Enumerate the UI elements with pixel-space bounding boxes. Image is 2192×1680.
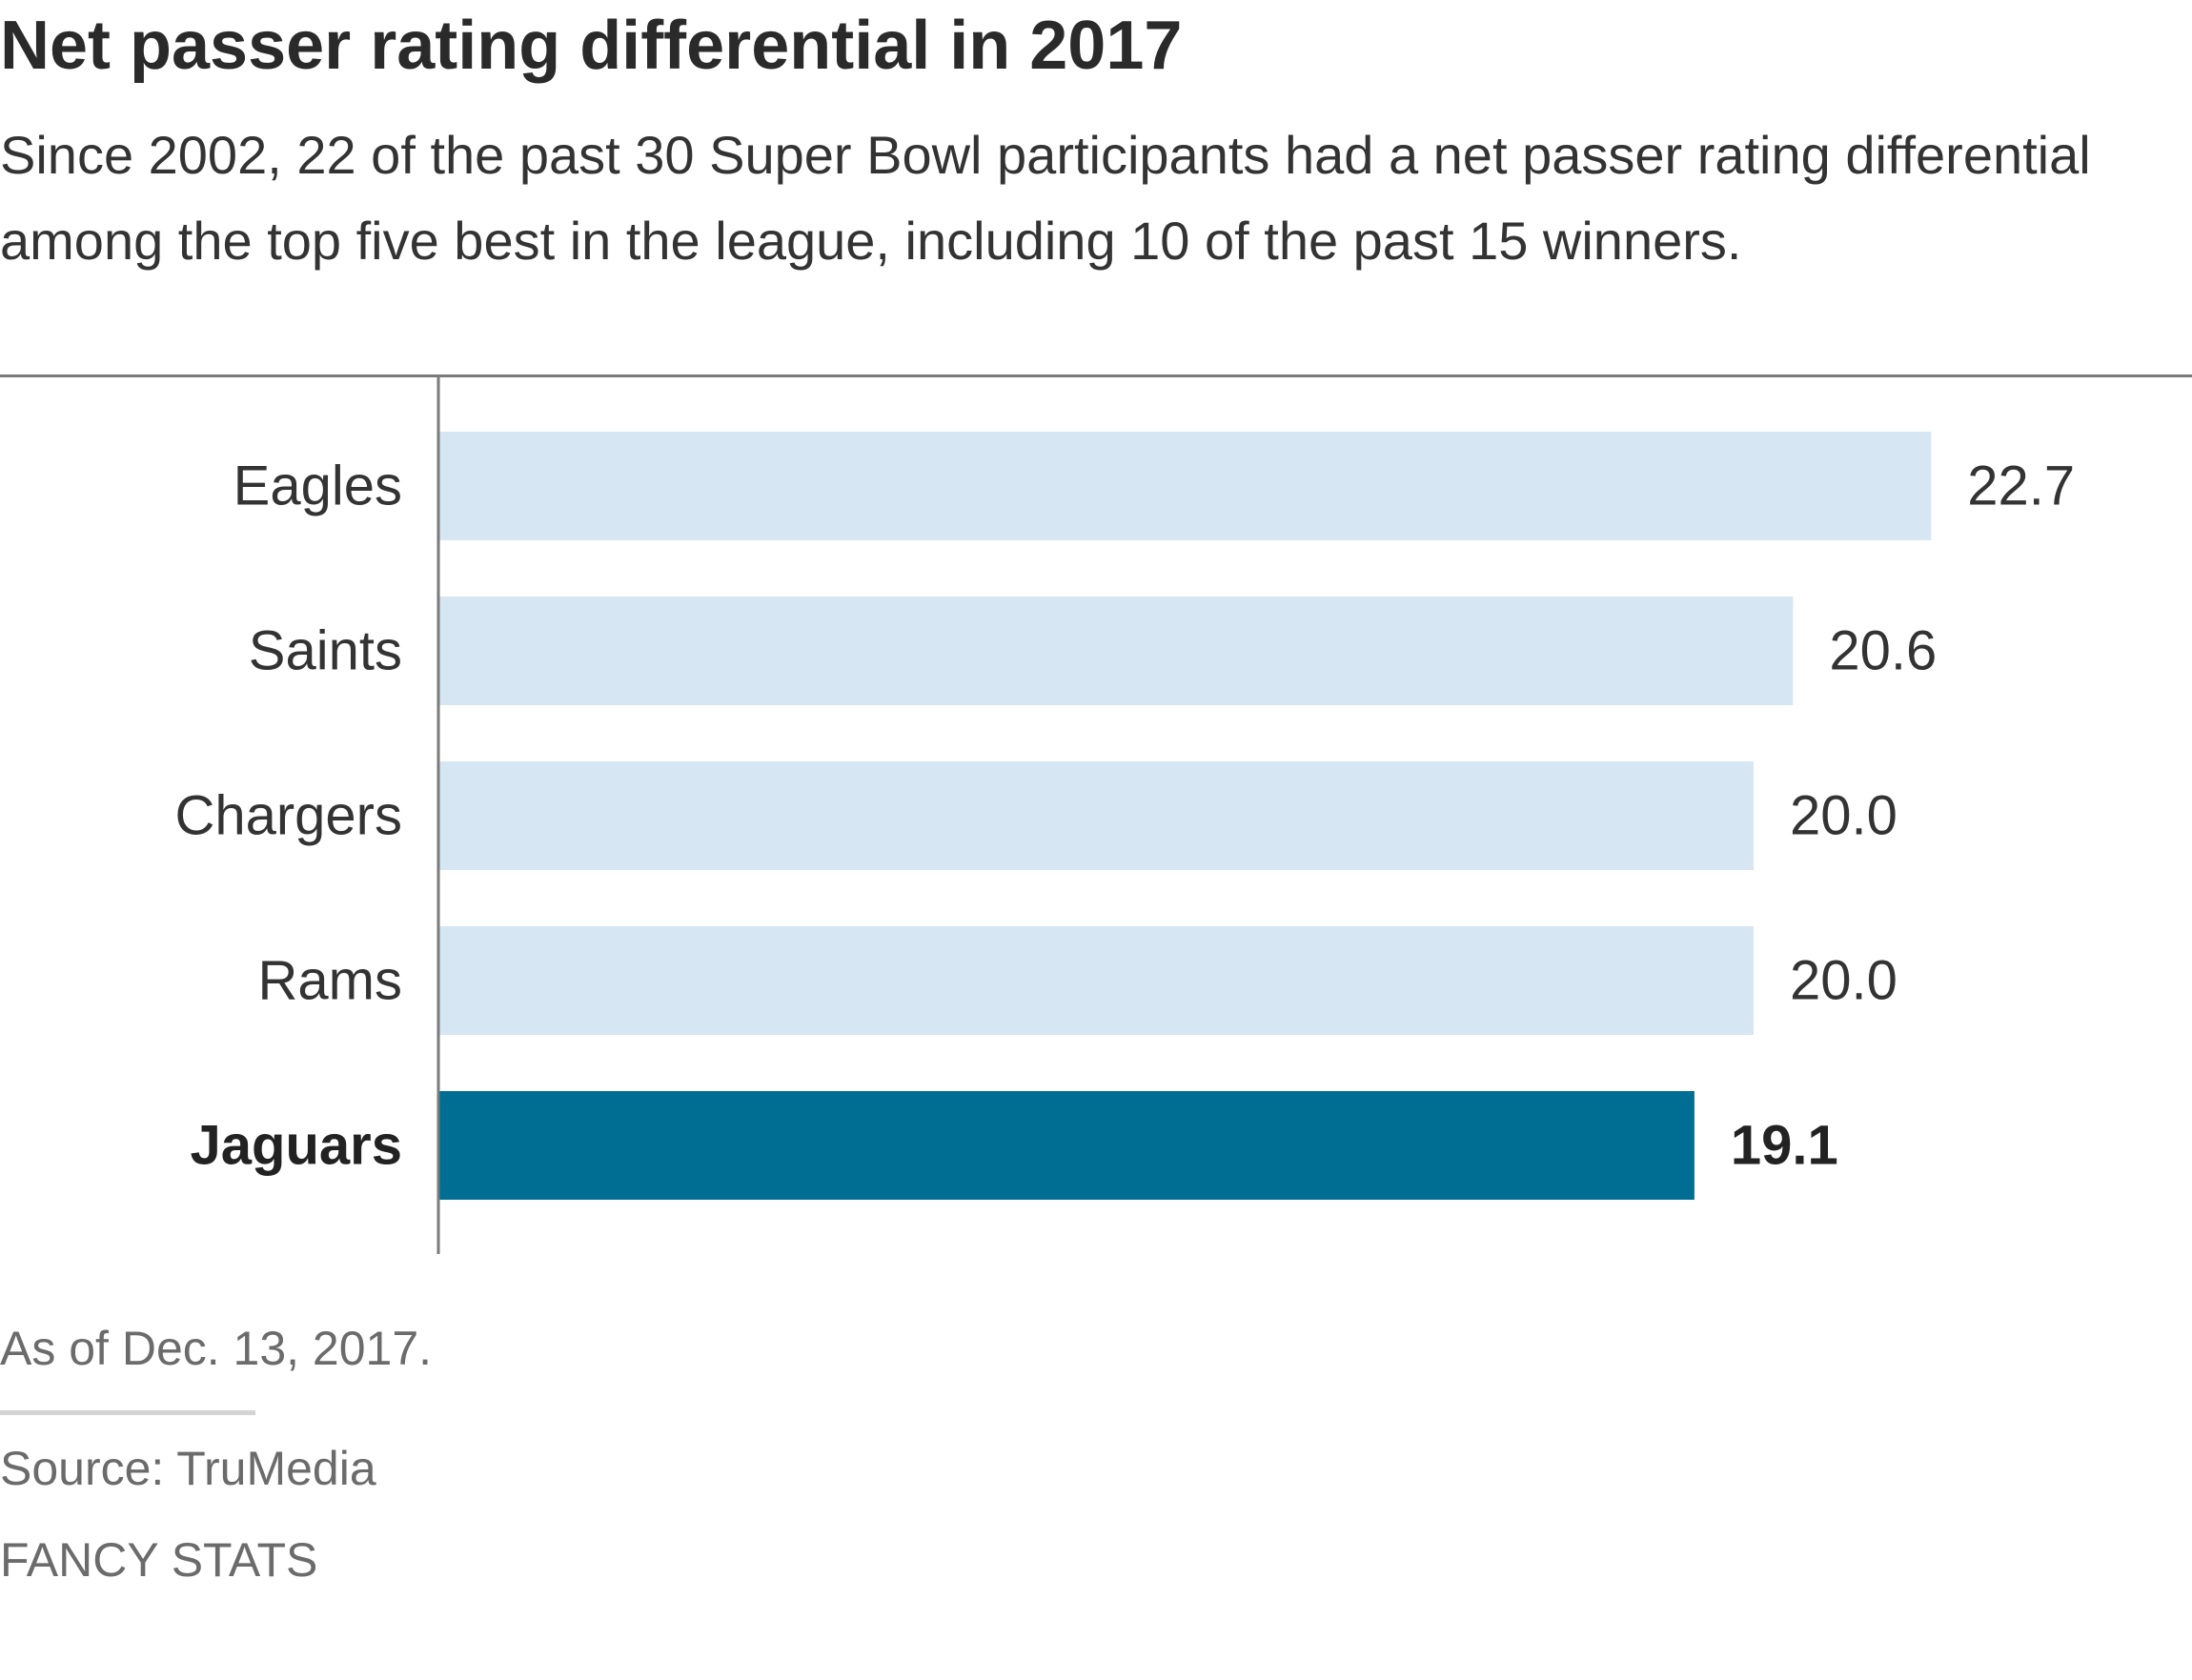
branding: FANCY STATS xyxy=(0,1533,318,1587)
value-label-rams: 20.0 xyxy=(1790,950,1898,1012)
value-label-saints: 20.6 xyxy=(1829,620,1937,682)
category-label-rams: Rams xyxy=(258,950,402,1012)
bar-chargers xyxy=(438,761,1754,870)
category-label-saints: Saints xyxy=(249,620,402,682)
chart-subtitle: Since 2002, 22 of the past 30 Super Bowl… xyxy=(0,125,2091,271)
bar-rams xyxy=(438,926,1754,1035)
bar-chart: Eagles 22.7 Saints 20.6 Chargers 20.0 Rams 20.0… xyxy=(174,377,2075,1254)
chart-source: Source: TruMedia xyxy=(0,1442,376,1495)
chart-title: Net passer rating differential in 2017 xyxy=(0,8,1183,84)
bar-jaguars xyxy=(438,1091,1695,1200)
top-rule xyxy=(0,374,2192,377)
value-label-chargers: 20.0 xyxy=(1790,785,1898,847)
chart-note: As of Dec. 13, 2017. xyxy=(0,1322,433,1375)
bar-saints xyxy=(438,597,1794,705)
category-label-eagles: Eagles xyxy=(233,455,402,517)
value-label-jaguars: 19.1 xyxy=(1731,1115,1838,1177)
bar-eagles xyxy=(438,432,1932,540)
category-label-jaguars: Jaguars xyxy=(191,1115,402,1177)
note-divider xyxy=(0,1410,255,1415)
value-label-eagles: 22.7 xyxy=(1967,455,2075,517)
category-label-chargers: Chargers xyxy=(174,785,402,847)
